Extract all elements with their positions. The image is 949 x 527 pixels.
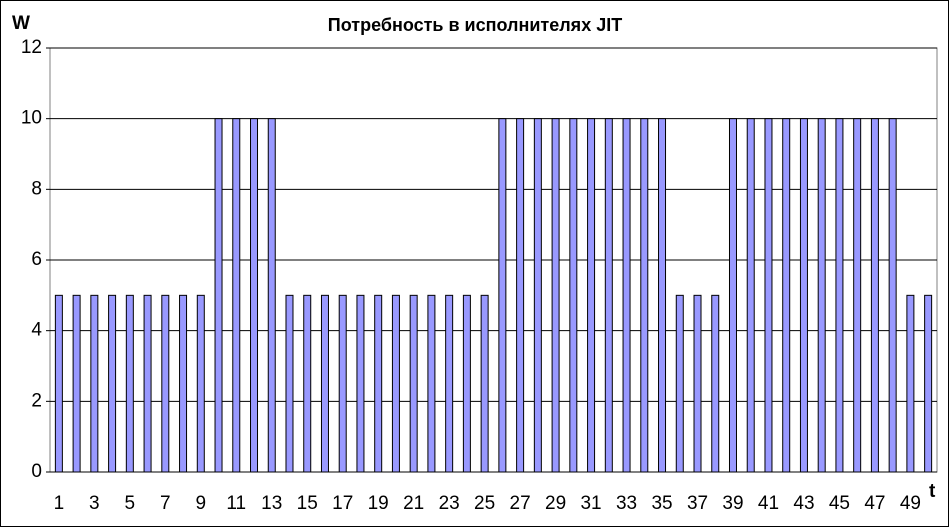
bar — [533, 118, 542, 473]
bar — [782, 118, 791, 473]
bar — [799, 118, 808, 473]
bar — [72, 294, 81, 473]
bar — [320, 294, 329, 473]
x-tick-label: 25 — [474, 493, 495, 514]
y-tick-label: 2 — [31, 390, 42, 411]
x-tick-label: 27 — [510, 493, 531, 514]
bar — [658, 118, 667, 473]
bar — [888, 118, 897, 473]
bar — [622, 118, 631, 473]
x-tick-label: 7 — [160, 493, 171, 514]
y-tick-label: 8 — [31, 178, 42, 199]
bar — [161, 294, 170, 473]
bar — [356, 294, 365, 473]
x-tick-label: 5 — [125, 493, 136, 514]
x-tick-label: 11 — [226, 493, 246, 514]
bar — [409, 294, 418, 473]
bar — [374, 294, 383, 473]
x-tick-label: 45 — [829, 493, 850, 514]
bar — [569, 118, 578, 473]
y-axis-label: W — [12, 13, 30, 34]
x-tick-label: 13 — [261, 493, 282, 514]
bar — [338, 294, 347, 473]
bar — [870, 118, 879, 473]
bar — [693, 294, 702, 473]
bar — [817, 118, 826, 473]
bar — [250, 118, 259, 473]
y-tick-label: 12 — [21, 37, 42, 58]
x-tick-label: 21 — [403, 493, 424, 514]
x-tick-label: 15 — [297, 493, 318, 514]
bar — [267, 118, 276, 473]
bar — [835, 118, 844, 473]
bar — [480, 294, 489, 473]
bar — [675, 294, 684, 473]
bar — [551, 118, 560, 473]
x-tick-label: 3 — [89, 493, 100, 514]
x-tick-label: 47 — [864, 493, 885, 514]
bar — [196, 294, 205, 473]
bar — [924, 294, 933, 473]
x-tick-label: 35 — [651, 493, 672, 514]
bar — [427, 294, 436, 473]
x-tick-label: 29 — [545, 493, 566, 514]
bar — [764, 118, 773, 473]
x-tick-label: 43 — [793, 493, 814, 514]
x-tick-label: 1 — [54, 493, 65, 514]
x-tick-label: 31 — [580, 493, 601, 514]
y-tick-label: 6 — [31, 249, 42, 270]
x-tick-label: 37 — [687, 493, 708, 514]
x-tick-label: 41 — [758, 493, 779, 514]
y-tick-label: 10 — [21, 108, 42, 129]
chart-title: Потребность в исполнителях JIT — [328, 15, 622, 35]
bar — [54, 294, 63, 473]
bar — [232, 118, 241, 473]
x-tick-label: 17 — [332, 493, 353, 514]
x-axis-label: t — [929, 481, 936, 502]
bar — [125, 294, 134, 473]
bar — [728, 118, 737, 473]
x-tick-label: 9 — [196, 493, 207, 514]
y-tick-label: 0 — [31, 461, 42, 482]
bar — [853, 118, 862, 473]
bar — [285, 294, 294, 473]
bar — [108, 294, 117, 473]
x-tick-label: 39 — [722, 493, 743, 514]
bar — [391, 294, 400, 473]
bar — [462, 294, 471, 473]
bar — [214, 118, 223, 473]
bar — [587, 118, 596, 473]
bar — [179, 294, 188, 473]
x-tick-label: 23 — [439, 493, 460, 514]
bar — [498, 118, 507, 473]
bar — [906, 294, 915, 473]
bar — [640, 118, 649, 473]
x-tick-label: 33 — [616, 493, 637, 514]
bar — [303, 294, 312, 473]
bar — [711, 294, 720, 473]
bar — [604, 118, 613, 473]
bar — [516, 118, 525, 473]
x-tick-label: 19 — [368, 493, 389, 514]
bar — [90, 294, 99, 473]
bar — [746, 118, 755, 473]
x-tick-label: 49 — [900, 493, 921, 514]
bar — [143, 294, 152, 473]
bar — [445, 294, 454, 473]
y-tick-label: 4 — [31, 320, 42, 341]
